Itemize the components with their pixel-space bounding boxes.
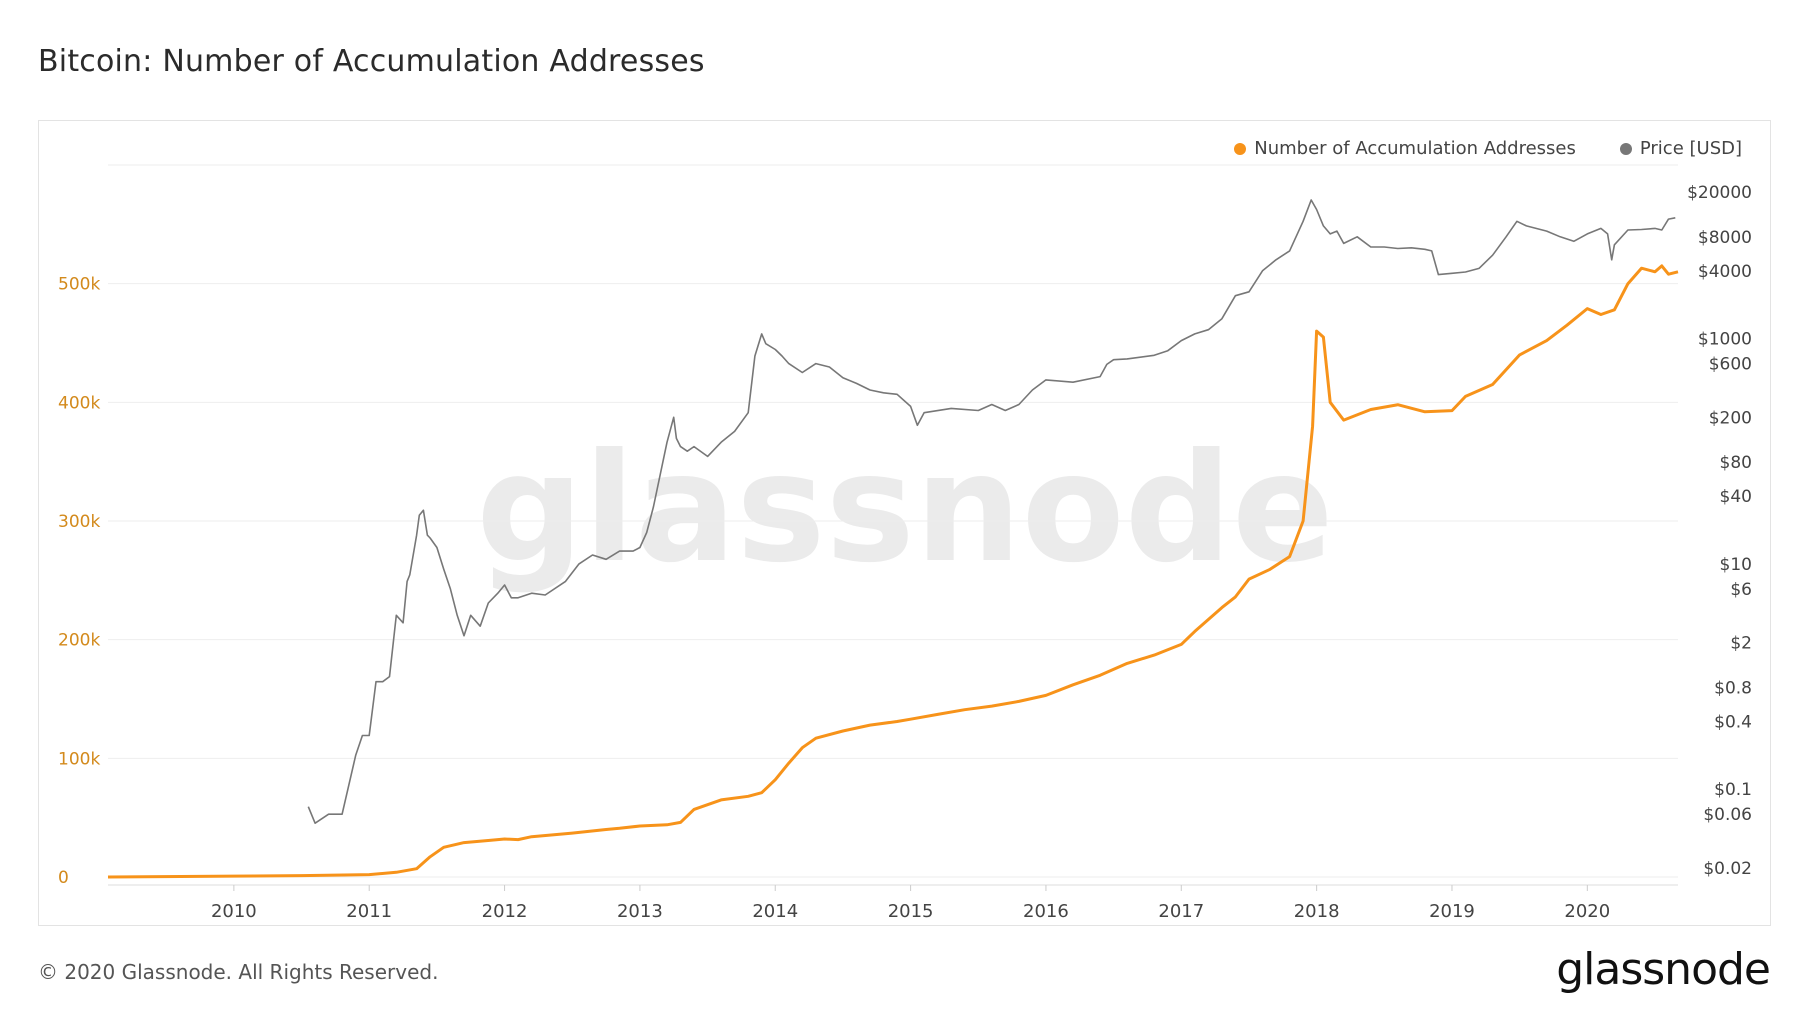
left-axis-tick-label: 300k — [58, 512, 100, 532]
left-axis-tick-label: 0 — [58, 868, 69, 888]
left-axis-tick-label: 400k — [58, 393, 100, 413]
legend-item-accumulation[interactable]: Number of Accumulation Addresses — [1234, 138, 1576, 159]
chart-title: Bitcoin: Number of Accumulation Addresse… — [38, 44, 705, 79]
grid-lines — [108, 164, 1678, 878]
right-axis: $0.02 $0.06 $0.1 $0.4 $0.8 $2 $6 $10 $40 $80 $200 $… — [1687, 183, 1752, 879]
legend-item-price[interactable]: Price [USD] — [1619, 138, 1742, 159]
right-axis-tick-label: $0.4 — [1714, 712, 1752, 732]
left-axis-tick-label: 500k — [58, 275, 100, 295]
right-axis-tick-label: $20000 — [1687, 183, 1752, 203]
right-axis-tick-label: $200 — [1709, 408, 1752, 428]
right-axis-tick-label: $0.06 — [1703, 805, 1752, 825]
legend-dot-price — [1619, 142, 1632, 155]
x-axis-tick-label: 2018 — [1294, 901, 1340, 922]
x-axis-tick-label: 2020 — [1564, 901, 1610, 922]
right-axis-tick-label: $40 — [1720, 487, 1752, 507]
x-axis: 2010 2011 2012 2013 2014 2015 2016 2017 2018 2019… — [108, 884, 1678, 922]
x-axis-tick-label: 2014 — [752, 901, 798, 922]
right-axis-tick-label: $0.02 — [1703, 859, 1752, 879]
right-axis-tick-label: $4000 — [1698, 262, 1752, 282]
x-axis-tick-label: 2016 — [1023, 901, 1069, 922]
chart-legend: Number of Accumulation Addresses Price [… — [1234, 138, 1742, 159]
x-axis-tick-label: 2012 — [482, 901, 528, 922]
right-axis-tick-label: $0.1 — [1714, 780, 1752, 800]
right-axis-tick-label: $10 — [1720, 555, 1752, 575]
left-axis-tick-label: 100k — [58, 749, 100, 769]
chart-panel — [38, 120, 1771, 926]
left-axis: 0 100k 200k 300k 400k 500k — [58, 275, 100, 888]
right-axis-tick-label: $2 — [1730, 634, 1752, 654]
x-axis-tick-label: 2013 — [617, 901, 663, 922]
x-axis-tick-label: 2011 — [346, 901, 392, 922]
right-axis-tick-label: $1000 — [1698, 330, 1752, 350]
x-axis-tick-label: 2015 — [888, 901, 934, 922]
x-axis-tick-label: 2017 — [1158, 901, 1204, 922]
legend-label-accumulation: Number of Accumulation Addresses — [1254, 138, 1576, 159]
right-axis-tick-label: $8000 — [1698, 228, 1752, 248]
x-axis-tick-label: 2010 — [211, 901, 257, 922]
right-axis-tick-label: $0.8 — [1714, 679, 1752, 699]
left-axis-tick-label: 200k — [58, 631, 100, 651]
legend-label-price: Price [USD] — [1639, 138, 1742, 159]
brand-logo: glassnode — [1556, 944, 1771, 995]
right-axis-tick-label: $6 — [1730, 580, 1752, 600]
copyright-footer: © 2020 Glassnode. All Rights Reserved. — [38, 960, 439, 984]
legend-dot-accumulation — [1234, 142, 1247, 155]
right-axis-tick-label: $600 — [1709, 355, 1752, 375]
watermark-text: glassnode — [476, 422, 1334, 596]
right-axis-tick-label: $80 — [1720, 453, 1752, 473]
series-group — [107, 199, 1679, 879]
x-axis-tick-label: 2019 — [1429, 901, 1475, 922]
price-series-line — [307, 199, 1676, 824]
accumulation-series-line — [107, 264, 1679, 879]
